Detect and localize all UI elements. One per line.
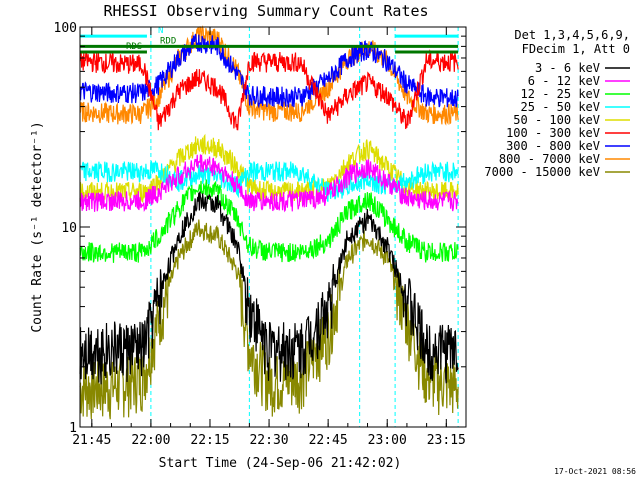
legend-label-6: 300 - 800 keV <box>506 139 600 153</box>
legend: Det 1,3,4,5,6,9, FDecim 1, Att 0 3 - 6 k… <box>484 28 630 179</box>
legend-label-2: 12 - 25 keV <box>521 87 600 101</box>
x-tick-label-3: 22:30 <box>249 433 288 448</box>
series-line-0 <box>79 191 459 385</box>
generation-timestamp: 17-Oct-2021 08:56 <box>554 467 636 476</box>
y-tick-label-1: 10 <box>61 221 77 236</box>
series-line-6 <box>79 33 459 109</box>
series-line-1 <box>79 154 459 213</box>
x-tick-label-1: 22:00 <box>131 433 170 448</box>
x-axis-label: Start Time (24-Sep-06 21:42:02) <box>159 456 402 471</box>
x-tick-label-0: 21:45 <box>72 433 111 448</box>
chart-title: RHESSI Observing Summary Count Rates <box>103 2 428 20</box>
x-tick-label-4: 22:45 <box>309 433 348 448</box>
series-line-2 <box>79 179 459 263</box>
legend-label-5: 100 - 300 keV <box>506 126 600 140</box>
legend-label-4: 50 - 100 keV <box>513 113 600 127</box>
flag-label-rds: RDS <box>126 42 142 52</box>
flag-label-n: N <box>158 26 163 36</box>
y-axis: 1 10 100 <box>54 21 466 436</box>
legend-label-8: 7000 - 15000 keV <box>484 165 600 179</box>
legend-label-1: 6 - 12 keV <box>528 74 600 88</box>
x-tick-label-6: 23:15 <box>427 433 466 448</box>
series-line-5 <box>79 49 459 131</box>
flag-label-rdd: RDD <box>160 36 176 46</box>
x-axis: 21:45 22:00 22:15 22:30 22:45 23:00 23:15 <box>72 27 467 448</box>
legend-header-line-2: FDecim 1, Att 0 <box>522 42 630 56</box>
series-line-4 <box>79 133 459 204</box>
y-axis-label: Count Rate (s⁻¹ detector⁻¹) <box>30 121 45 332</box>
legend-label-0: 3 - 6 keV <box>535 61 600 75</box>
y-tick-label-2: 100 <box>54 21 77 36</box>
legend-header-line-1: Det 1,3,4,5,6,9, <box>514 28 630 42</box>
x-tick-label-5: 23:00 <box>368 433 407 448</box>
legend-label-3: 25 - 50 keV <box>521 100 600 114</box>
y-tick-label-0: 1 <box>69 421 77 436</box>
legend-label-7: 800 - 7000 keV <box>499 152 600 166</box>
x-tick-label-2: 22:15 <box>190 433 229 448</box>
